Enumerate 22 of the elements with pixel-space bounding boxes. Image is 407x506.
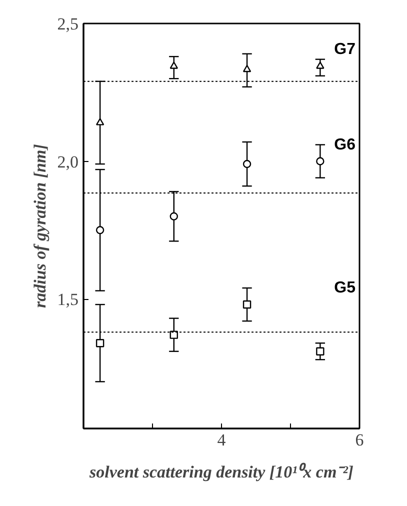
y-tick-label: 1,5 <box>57 290 78 310</box>
x-tick-label: 6 <box>355 430 364 450</box>
text: G5 <box>334 280 356 297</box>
point <box>96 338 104 348</box>
y-tick-label: 2,0 <box>57 152 78 172</box>
point <box>242 64 252 72</box>
point <box>96 118 104 126</box>
y-tick-label: 2,5 <box>57 14 78 34</box>
point <box>170 62 178 69</box>
point <box>316 347 324 356</box>
series-label: G7 <box>334 41 356 58</box>
series-label: G6 <box>334 136 356 154</box>
x-axis-title: solvent scattering density [10¹⁰x cm⁻²] <box>88 462 354 482</box>
point <box>316 157 324 166</box>
point <box>316 62 324 69</box>
point <box>170 212 178 220</box>
point <box>170 330 178 339</box>
point <box>242 300 252 309</box>
point <box>96 226 104 234</box>
y-axis-title: radius of gyration [nm] <box>30 144 50 308</box>
x-tick-label: 4 <box>217 430 226 450</box>
point <box>242 160 252 168</box>
